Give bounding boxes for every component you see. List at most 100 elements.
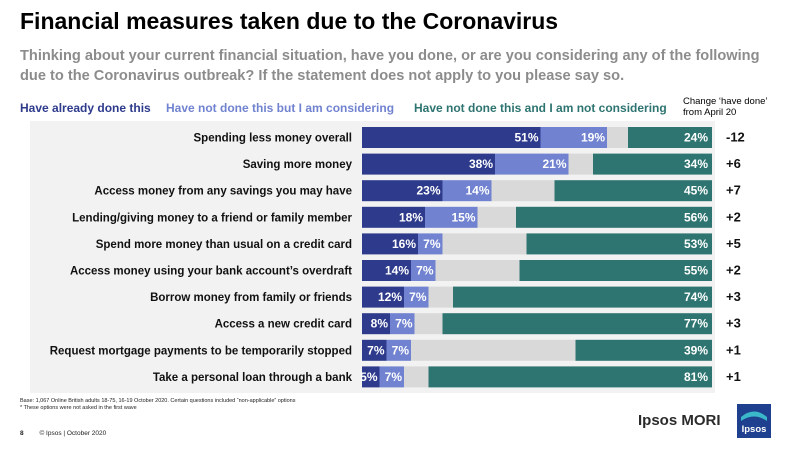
bar-not-considering xyxy=(593,153,712,175)
value-label-considering: 21% xyxy=(542,157,566,171)
category-label: Take a personal loan through a bank xyxy=(153,372,353,384)
bar-not-considering xyxy=(519,260,712,281)
value-label-not-considering: 81% xyxy=(684,370,708,384)
bar-not-considering xyxy=(453,286,712,308)
change-header: Change ‘have done’ from April 20 xyxy=(683,96,768,118)
page-number: 8 xyxy=(20,430,24,437)
bar-done xyxy=(362,153,495,175)
copyright: © Ipsos | October 2020 xyxy=(39,430,107,437)
category-label: Access money from any savings you may ha… xyxy=(94,186,352,198)
value-label-done: 18% xyxy=(399,210,423,224)
bar-not-considering xyxy=(442,313,712,335)
legend-considering: Have not done this but I am considering xyxy=(166,101,395,115)
page-title: Financial measures taken due to the Coro… xyxy=(20,8,559,34)
value-label-not-considering: 39% xyxy=(684,343,708,357)
category-label: Spending less money overall xyxy=(194,133,353,145)
change-value: +7 xyxy=(726,183,741,198)
bar-done xyxy=(362,366,380,388)
ipsos-logo-icon: Ipsos xyxy=(737,404,771,438)
bar-not-considering xyxy=(516,206,712,228)
value-label-considering: 7% xyxy=(385,370,403,384)
value-label-done: 5% xyxy=(360,370,378,384)
footnote-note: * These options were not asked in the fi… xyxy=(20,405,137,411)
bar-other xyxy=(411,339,576,361)
bar-done xyxy=(362,206,425,228)
bar-not-considering xyxy=(628,127,712,148)
bar-other xyxy=(607,127,628,148)
bar-other xyxy=(442,233,527,255)
brand-name: Ipsos MORI xyxy=(638,412,721,429)
change-value: +2 xyxy=(726,209,741,224)
category-label: Spend more money than usual on a credit … xyxy=(96,239,352,251)
value-label-not-considering: 24% xyxy=(684,131,708,145)
bar-other xyxy=(428,286,453,308)
value-label-done: 51% xyxy=(514,131,538,145)
value-label-considering: 15% xyxy=(451,210,475,224)
bar-considering xyxy=(418,233,443,255)
value-label-not-considering: 53% xyxy=(684,237,708,251)
value-label-considering: 14% xyxy=(465,184,489,198)
value-label-not-considering: 56% xyxy=(684,210,708,224)
bar-considering xyxy=(390,313,415,335)
category-label: Saving more money xyxy=(243,159,353,171)
bar-not-considering xyxy=(575,339,712,361)
change-value: +1 xyxy=(726,342,741,357)
bar-done xyxy=(362,260,411,281)
bar-considering xyxy=(411,260,436,281)
bar-other xyxy=(491,180,555,202)
value-label-considering: 7% xyxy=(409,290,427,304)
value-label-not-considering: 45% xyxy=(684,184,708,198)
value-label-considering: 7% xyxy=(395,317,413,331)
value-label-considering: 7% xyxy=(416,264,434,278)
bar-considering xyxy=(379,366,404,388)
bar-other xyxy=(414,313,443,335)
footnote-base: Base: 1,067 Online British adults 18-75,… xyxy=(20,398,296,404)
bar-done xyxy=(362,313,390,335)
value-label-done: 12% xyxy=(378,290,402,304)
bar-other xyxy=(568,153,593,175)
footnote: Base: 1,067 Online British adults 18-75,… xyxy=(20,398,295,412)
category-label: Access a new credit card xyxy=(215,319,352,331)
change-header-line1: Change ‘have done’ xyxy=(683,96,768,107)
change-value: -12 xyxy=(726,130,745,145)
change-value: +5 xyxy=(726,236,741,251)
value-label-not-considering: 55% xyxy=(684,264,708,278)
value-label-considering: 7% xyxy=(392,343,410,357)
category-label: Borrow money from family or friends xyxy=(150,292,352,304)
question-text: Thinking about your current financial si… xyxy=(20,48,760,84)
bar-done xyxy=(362,127,541,148)
bar-considering xyxy=(386,339,411,361)
value-label-done: 14% xyxy=(385,264,409,278)
logo-text: Ipsos xyxy=(742,424,767,435)
value-label-not-considering: 74% xyxy=(684,290,708,304)
legend-not-considering: Have not done this and I am not consider… xyxy=(414,101,667,115)
change-value: +3 xyxy=(726,289,741,304)
value-label-considering: 7% xyxy=(423,237,441,251)
value-label-done: 38% xyxy=(469,157,493,171)
bar-considering xyxy=(495,153,569,175)
bar-considering xyxy=(442,180,492,202)
bar-considering xyxy=(540,127,607,148)
value-label-done: 16% xyxy=(392,237,416,251)
change-header-line2: from April 20 xyxy=(683,107,737,118)
legend-done: Have already done this xyxy=(20,101,151,115)
bar-done xyxy=(362,286,404,308)
bar-other xyxy=(404,366,429,388)
category-label: Lending/giving money to a friend or fami… xyxy=(72,212,352,224)
bar-considering xyxy=(404,286,429,308)
bar-considering xyxy=(425,206,478,228)
value-label-not-considering: 34% xyxy=(684,157,708,171)
bar-not-considering xyxy=(554,180,712,202)
category-label: Request mortgage payments to be temporar… xyxy=(50,345,352,357)
change-value: +3 xyxy=(726,316,741,331)
value-label-done: 8% xyxy=(371,317,389,331)
bar-done xyxy=(362,233,418,255)
category-label: Access money using your bank account’s o… xyxy=(70,266,352,278)
value-label-done: 7% xyxy=(367,343,385,357)
value-label-considering: 19% xyxy=(581,131,605,145)
bar-not-considering xyxy=(526,233,712,255)
bar-done xyxy=(362,180,443,202)
bar-done xyxy=(362,339,387,361)
footer: 8 © Ipsos | October 2020 xyxy=(20,430,106,437)
